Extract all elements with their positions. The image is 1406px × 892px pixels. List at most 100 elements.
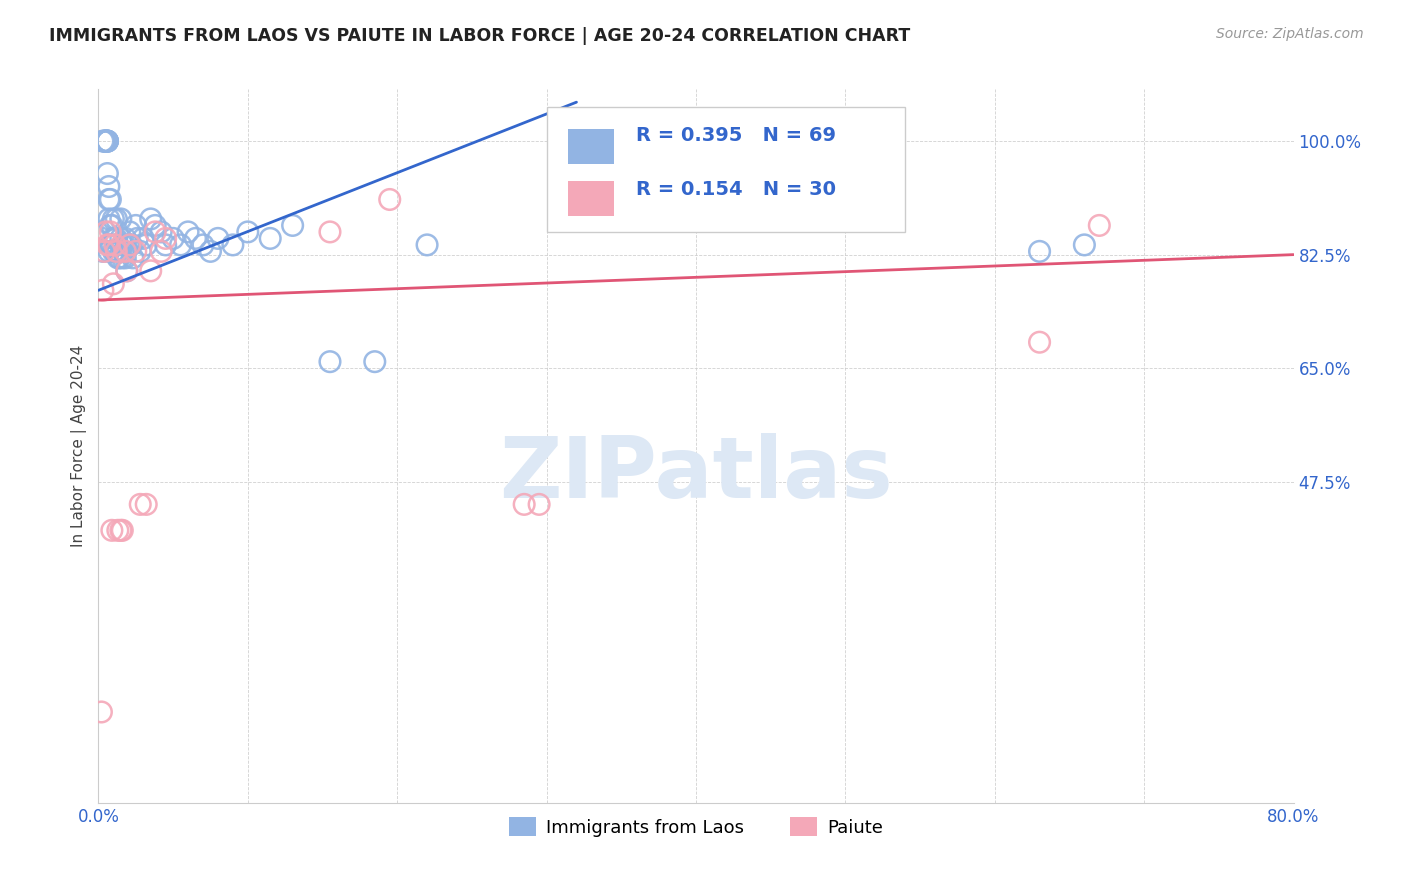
Text: R = 0.395   N = 69: R = 0.395 N = 69	[637, 126, 837, 145]
Point	[120, 238, 142, 252]
Point	[527, 497, 550, 511]
Point	[135, 238, 157, 252]
Point	[96, 134, 118, 148]
Point	[105, 231, 128, 245]
Point	[110, 524, 132, 538]
Point	[101, 238, 124, 252]
Point	[155, 231, 177, 245]
Point	[93, 134, 115, 148]
Point	[169, 238, 191, 252]
Point	[104, 231, 127, 245]
FancyBboxPatch shape	[547, 107, 905, 232]
Point	[96, 167, 118, 181]
Point	[127, 231, 149, 245]
Point	[94, 134, 117, 148]
Text: R = 0.154   N = 30: R = 0.154 N = 30	[637, 179, 837, 199]
Point	[105, 244, 128, 259]
Point	[200, 244, 222, 259]
Point	[281, 219, 304, 233]
Point	[98, 238, 122, 252]
Point	[101, 524, 124, 538]
Point	[114, 251, 136, 265]
Point	[97, 244, 120, 259]
Point	[101, 219, 124, 233]
Point	[121, 251, 143, 265]
Bar	[568, 181, 613, 216]
Point	[1028, 335, 1050, 350]
Point	[103, 231, 125, 245]
Point	[135, 497, 157, 511]
Point	[94, 134, 117, 148]
Point	[110, 211, 132, 226]
Point	[96, 134, 118, 148]
Bar	[568, 128, 613, 164]
Point	[98, 225, 122, 239]
Point	[97, 238, 120, 252]
Point	[191, 238, 214, 252]
Point	[319, 225, 342, 239]
Point	[416, 238, 439, 252]
Point	[107, 244, 129, 259]
Point	[93, 244, 115, 259]
Point	[125, 219, 148, 233]
Text: ZIPatlas: ZIPatlas	[499, 433, 893, 516]
Point	[97, 179, 120, 194]
Point	[177, 225, 200, 239]
Point	[94, 225, 117, 239]
Point	[112, 244, 135, 259]
Point	[114, 244, 136, 259]
Point	[259, 231, 281, 245]
Point	[96, 134, 118, 148]
Point	[117, 238, 139, 252]
Point	[1028, 244, 1050, 259]
Point	[103, 244, 125, 259]
Point	[378, 193, 401, 207]
Point	[107, 251, 129, 265]
Point	[143, 225, 166, 239]
Text: Source: ZipAtlas.com: Source: ZipAtlas.com	[1216, 27, 1364, 41]
Point	[104, 238, 127, 252]
Point	[103, 277, 125, 291]
Point	[115, 264, 138, 278]
Point	[118, 225, 141, 239]
Point	[1073, 238, 1095, 252]
Point	[222, 238, 245, 252]
Point	[111, 238, 134, 252]
Point	[97, 238, 120, 252]
Legend: Immigrants from Laos, Paiute: Immigrants from Laos, Paiute	[502, 810, 890, 844]
Point	[97, 193, 120, 207]
Point	[319, 354, 342, 368]
Text: IMMIGRANTS FROM LAOS VS PAIUTE IN LABOR FORCE | AGE 20-24 CORRELATION CHART: IMMIGRANTS FROM LAOS VS PAIUTE IN LABOR …	[49, 27, 911, 45]
Point	[155, 238, 177, 252]
Point	[108, 251, 131, 265]
Point	[364, 354, 387, 368]
Point	[1088, 219, 1111, 233]
Point	[150, 225, 173, 239]
Point	[236, 225, 259, 239]
Point	[143, 219, 166, 233]
Point	[91, 283, 114, 297]
Point	[104, 244, 127, 259]
Point	[93, 134, 115, 148]
Point	[513, 497, 536, 511]
Point	[98, 193, 122, 207]
Point	[115, 264, 138, 278]
Point	[207, 231, 229, 245]
Point	[118, 238, 141, 252]
Point	[125, 244, 148, 259]
Point	[91, 244, 114, 259]
Point	[139, 211, 162, 226]
Point	[94, 134, 117, 148]
Point	[103, 211, 125, 226]
Point	[111, 251, 134, 265]
Point	[111, 524, 134, 538]
Point	[150, 244, 173, 259]
Point	[96, 238, 118, 252]
Point	[132, 231, 155, 245]
Point	[105, 211, 128, 226]
Point	[184, 231, 207, 245]
Y-axis label: In Labor Force | Age 20-24: In Labor Force | Age 20-24	[72, 345, 87, 547]
Point	[107, 524, 129, 538]
Point	[97, 211, 120, 226]
Point	[129, 497, 152, 511]
